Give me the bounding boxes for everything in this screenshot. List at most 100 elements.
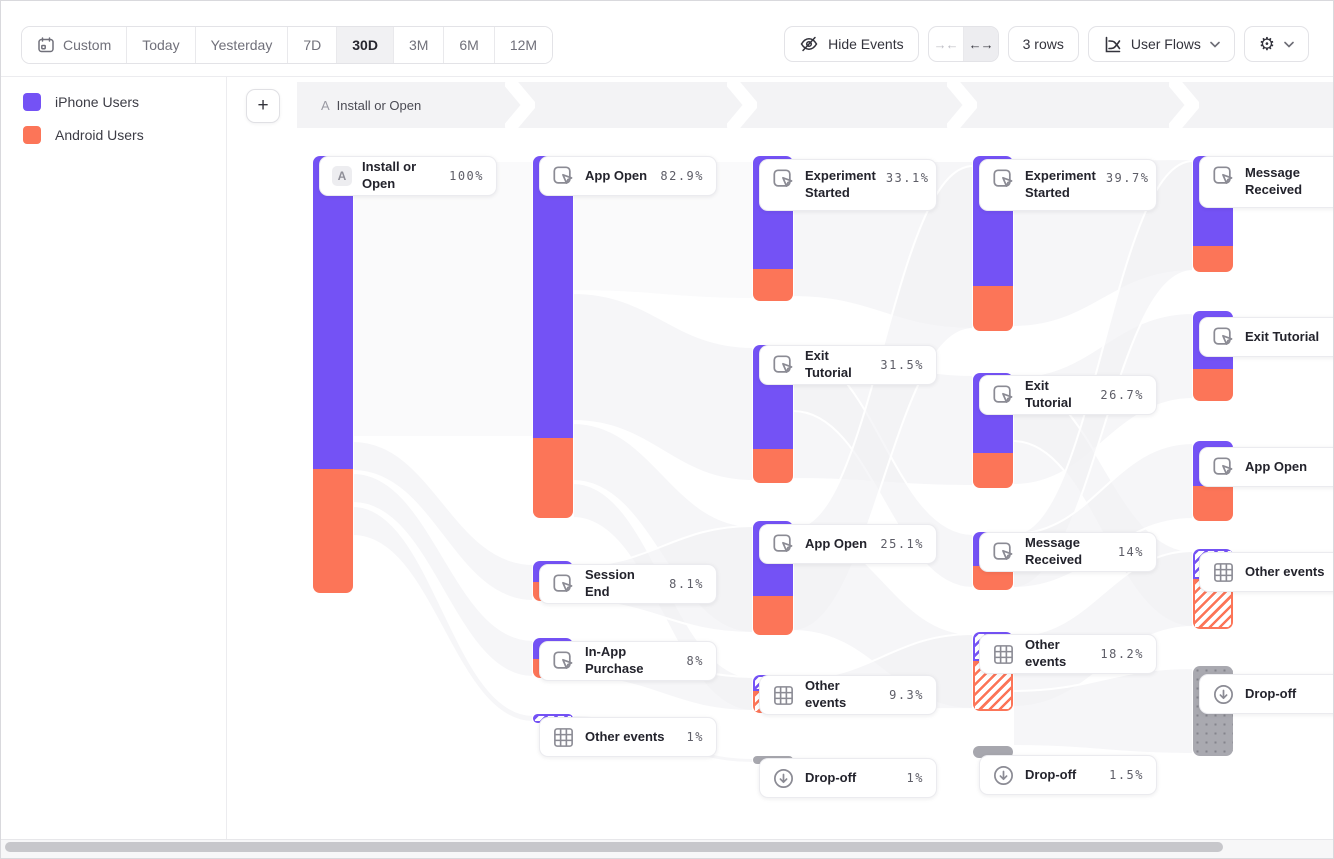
hide-events-button[interactable]: Hide Events <box>784 26 919 62</box>
chevron-down-icon <box>1210 41 1220 48</box>
node-percent: 8.1% <box>669 577 704 591</box>
date-custom-button[interactable]: Custom <box>22 27 128 63</box>
chevron-separator-icon <box>505 82 535 128</box>
node-percent: 1.5% <box>1109 768 1144 782</box>
node-card-drop-off[interactable]: Drop-off <box>1199 674 1333 714</box>
node-card-experiment-started[interactable]: Experiment Started 33.1% <box>759 159 937 211</box>
node-label: Message Received <box>1245 165 1303 197</box>
chevron-separator-icon <box>1169 82 1199 128</box>
node-card-experiment-started[interactable]: Experiment Started 39.7% <box>979 159 1157 211</box>
node-percent: 9.3% <box>889 688 924 702</box>
node-label: App Open <box>805 535 868 551</box>
date-6m-label: 6M <box>459 37 479 53</box>
bar-segment-android <box>973 286 1013 331</box>
node-card-session-end[interactable]: Session End 8.1% <box>539 564 717 604</box>
node-label: Session End <box>585 567 635 599</box>
node-card-exit-tutorial[interactable]: Exit Tutorial <box>1199 317 1333 357</box>
bar-segment-iphone <box>313 156 353 469</box>
plus-icon: + <box>257 95 269 116</box>
bar-segment-android <box>753 449 793 483</box>
node-label: Exit Tutorial <box>1025 378 1072 410</box>
calendar-icon <box>38 37 54 53</box>
node-label: Experiment Started <box>1025 168 1096 200</box>
node-card-app-open[interactable]: App Open 25.1% <box>759 524 937 564</box>
settings-button[interactable]: ⚙ <box>1243 26 1309 62</box>
click-event-icon <box>553 573 573 592</box>
node-card-app-open[interactable]: App Open 82.9% <box>539 156 717 196</box>
gear-icon: ⚙ <box>1258 34 1275 54</box>
legend-item-android[interactable]: Android Users <box>23 126 144 144</box>
bar-app-open[interactable] <box>533 156 573 518</box>
node-label: Experiment Started <box>805 168 876 200</box>
node-card-message-received[interactable]: Message Received 14% <box>979 532 1157 572</box>
chevron-separator-icon <box>947 82 977 128</box>
click-event-icon <box>773 169 793 187</box>
iphone-swatch <box>23 93 41 111</box>
node-card-exit-tutorial[interactable]: Exit Tutorial 31.5% <box>759 345 937 385</box>
chevron-down-icon <box>1284 41 1294 48</box>
date-7d-button[interactable]: 7D <box>288 27 338 63</box>
node-label: Other events <box>805 678 847 710</box>
click-event-icon <box>993 384 1013 403</box>
iphone-label: iPhone Users <box>55 94 140 110</box>
rows-button[interactable]: 3 rows <box>1007 26 1079 62</box>
grid-icon <box>994 644 1013 664</box>
horizontal-scrollbar-thumb[interactable] <box>5 842 1223 852</box>
node-label: Drop-off <box>1245 685 1297 701</box>
node-label: Other events <box>1025 637 1067 669</box>
node-card-other-events[interactable]: Other events 9.3% <box>759 675 937 715</box>
bar-segment-android <box>753 596 793 635</box>
date-12m-button[interactable]: 12M <box>494 27 553 63</box>
click-event-icon <box>773 533 793 552</box>
breadcrumb-segment-install-or-open[interactable]: A Install or Open <box>321 82 421 128</box>
node-percent: 82.9% <box>660 169 704 183</box>
date-today-button[interactable]: Today <box>127 27 196 63</box>
node-percent: 100% <box>449 169 484 183</box>
click-event-icon <box>993 541 1013 560</box>
bar-segment-android <box>1193 369 1233 401</box>
node-card-other-events[interactable]: Other events 18.2% <box>979 634 1157 674</box>
view-selector-label: User Flows <box>1130 36 1201 52</box>
node-card-install-or-open[interactable]: A Install or Open 100% <box>319 156 497 196</box>
node-card-other-events[interactable]: Other events <box>1199 552 1333 592</box>
collapse-columns-button[interactable]: →← <box>929 27 963 61</box>
event-badge-a: A <box>332 166 352 186</box>
date-today-label: Today <box>142 37 180 53</box>
node-card-other-events[interactable]: Other events 1% <box>539 717 717 757</box>
node-label: Other events <box>585 728 665 744</box>
node-card-app-open[interactable]: App Open <box>1199 447 1333 487</box>
node-percent: 26.7% <box>1100 388 1144 402</box>
date-3m-label: 3M <box>408 37 429 53</box>
expand-columns-button[interactable]: ←→ <box>962 27 998 61</box>
node-label: In-App Purchase <box>585 644 644 676</box>
date-yesterday-label: Yesterday <box>210 37 273 53</box>
bar-segment-android <box>753 269 793 301</box>
legend-item-iphone[interactable]: iPhone Users <box>23 93 144 111</box>
breadcrumb: A Install or Open <box>297 82 1333 128</box>
node-card-in-app-purchase[interactable]: In-App Purchase 8% <box>539 641 717 681</box>
node-label: Other events <box>1245 563 1325 579</box>
breadcrumb-label: Install or Open <box>336 97 422 113</box>
eye-off-icon <box>800 36 818 52</box>
node-percent: 1% <box>686 730 704 744</box>
bar-segment-android <box>1193 486 1233 521</box>
node-label: App Open <box>1245 458 1308 474</box>
node-card-exit-tutorial[interactable]: Exit Tutorial 26.7% <box>979 375 1157 415</box>
date-12m-label: 12M <box>509 37 538 53</box>
view-selector-button[interactable]: User Flows <box>1087 26 1235 62</box>
node-percent: 25.1% <box>880 537 924 551</box>
date-30d-label: 30D <box>352 37 378 53</box>
date-3m-button[interactable]: 3M <box>393 27 445 63</box>
bar-install-or-open[interactable] <box>313 156 353 593</box>
sidebar-divider <box>226 77 227 839</box>
add-step-button[interactable]: + <box>246 89 280 123</box>
click-event-icon <box>1213 456 1233 475</box>
date-30d-button[interactable]: 30D <box>337 27 394 63</box>
node-card-drop-off[interactable]: Drop-off 1% <box>759 758 937 798</box>
date-yesterday-button[interactable]: Yesterday <box>195 27 289 63</box>
node-label: Exit Tutorial <box>805 348 852 380</box>
node-card-drop-off[interactable]: Drop-off 1.5% <box>979 755 1157 795</box>
date-6m-button[interactable]: 6M <box>444 27 495 63</box>
bar-segment-android <box>313 469 353 593</box>
node-card-message-received[interactable]: Message Received <box>1199 156 1333 208</box>
